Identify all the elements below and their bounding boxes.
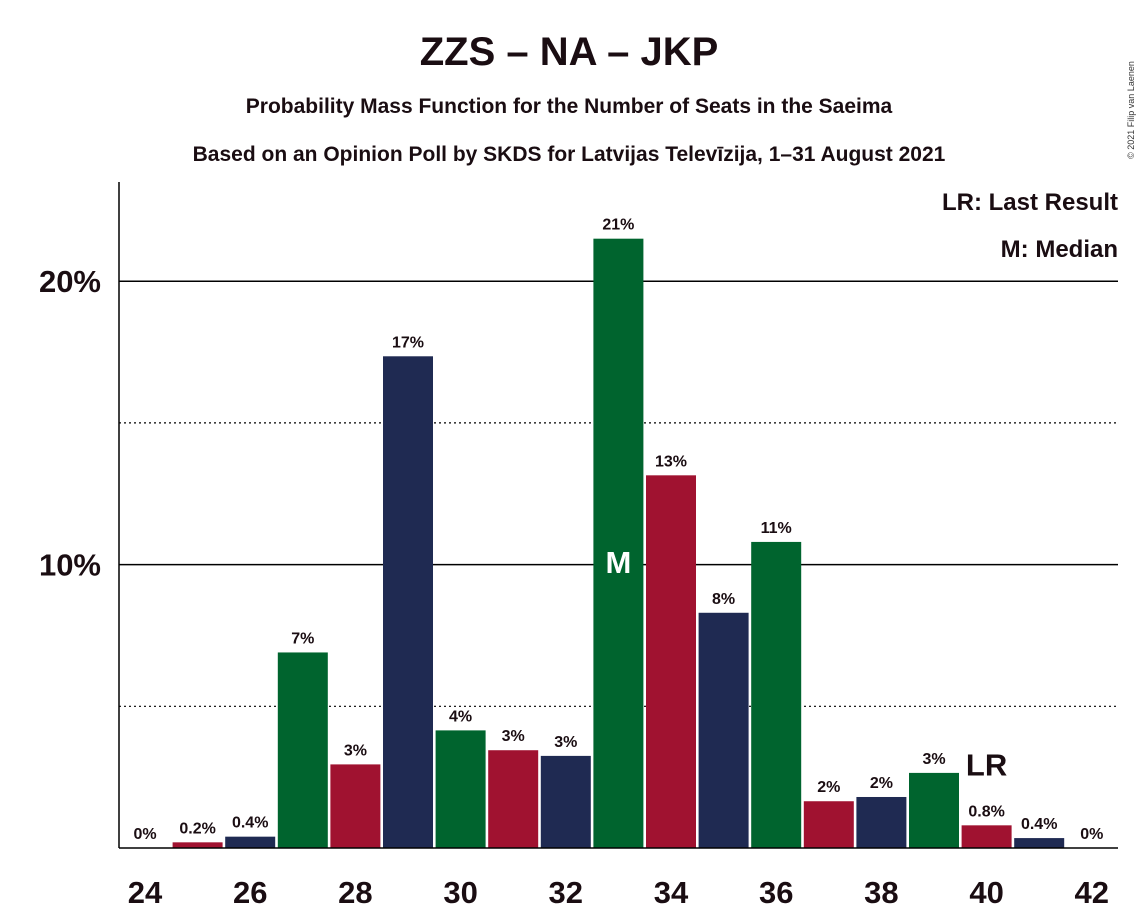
copyright-note: © 2021 Filip van Laenen xyxy=(1126,61,1136,159)
bar-seat-37 xyxy=(803,801,854,848)
bar-seat-32 xyxy=(540,755,591,848)
bar-seat-39 xyxy=(909,772,959,848)
chart-subtitle-2: Based on an Opinion Poll by SKDS for Lat… xyxy=(193,143,946,166)
bar-seat-28 xyxy=(330,764,381,848)
data-label-seat-24: 0% xyxy=(133,826,156,843)
bar-seat-30 xyxy=(435,730,486,848)
x-tick-label: 34 xyxy=(654,875,689,910)
bar-seat-25 xyxy=(172,842,223,848)
bar-seat-26 xyxy=(225,836,276,848)
data-label-seat-35: 8% xyxy=(712,591,735,608)
last-result-marker: LR xyxy=(966,747,1007,782)
data-label-seat-39: 3% xyxy=(922,751,945,768)
y-tick-label: 10% xyxy=(39,548,101,583)
chart-subtitle-1: Probability Mass Function for the Number… xyxy=(246,95,893,118)
bar-seat-40 xyxy=(961,825,1012,848)
data-label-seat-26: 0.4% xyxy=(232,815,268,832)
data-label-seat-29: 17% xyxy=(392,334,424,351)
data-label-seat-40: 0.8% xyxy=(968,803,1004,820)
x-tick-label: 42 xyxy=(1075,875,1109,910)
legend-last-result: LR: Last Result xyxy=(942,189,1118,216)
x-tick-label: 32 xyxy=(549,875,583,910)
x-tick-label: 30 xyxy=(443,875,477,910)
x-tick-label: 36 xyxy=(759,875,793,910)
median-marker: M xyxy=(605,545,631,580)
bar-seat-36 xyxy=(751,541,802,848)
data-label-seat-32: 3% xyxy=(554,734,577,751)
data-labels: 0% 0.2% 0.4% 7% 3% 17% 4% 3% 3% 21% M 13% 8% 11% 2% 2% 3… xyxy=(133,217,1103,843)
x-tick-label: 40 xyxy=(969,875,1003,910)
data-label-seat-34: 13% xyxy=(655,453,687,470)
bar-seat-31 xyxy=(488,750,539,848)
y-tick-label: 20% xyxy=(39,264,101,299)
x-tick-labels: 24 26 28 30 32 34 36 38 40 42 xyxy=(128,875,1109,910)
x-tick-label: 26 xyxy=(233,875,267,910)
legend-median: M: Median xyxy=(1001,236,1118,263)
chart-title: ZZS – NA – JKP xyxy=(420,30,719,74)
data-label-seat-38: 2% xyxy=(870,775,893,792)
x-tick-label: 38 xyxy=(864,875,898,910)
data-label-seat-33: 21% xyxy=(602,217,634,234)
y-tick-labels: 10% 20% xyxy=(39,264,101,582)
bar-seat-41 xyxy=(1014,838,1065,848)
bar-seat-33 xyxy=(593,238,644,848)
bars xyxy=(172,238,1065,848)
data-label-seat-30: 4% xyxy=(449,708,472,725)
data-label-seat-25: 0.2% xyxy=(179,820,215,837)
bar-seat-34 xyxy=(646,475,696,848)
data-label-seat-27: 7% xyxy=(291,630,314,647)
bar-seat-35 xyxy=(698,612,749,848)
bar-seat-38 xyxy=(856,796,907,848)
data-label-seat-42: 0% xyxy=(1080,826,1103,843)
data-label-seat-31: 3% xyxy=(502,728,525,745)
data-label-seat-28: 3% xyxy=(344,742,367,759)
x-tick-label: 28 xyxy=(338,875,372,910)
bar-seat-27 xyxy=(277,652,328,848)
data-label-seat-37: 2% xyxy=(817,779,840,796)
data-label-seat-36: 11% xyxy=(761,520,792,537)
bar-seat-29 xyxy=(383,356,433,848)
x-tick-label: 24 xyxy=(128,875,163,910)
data-label-seat-41: 0.4% xyxy=(1021,816,1057,833)
